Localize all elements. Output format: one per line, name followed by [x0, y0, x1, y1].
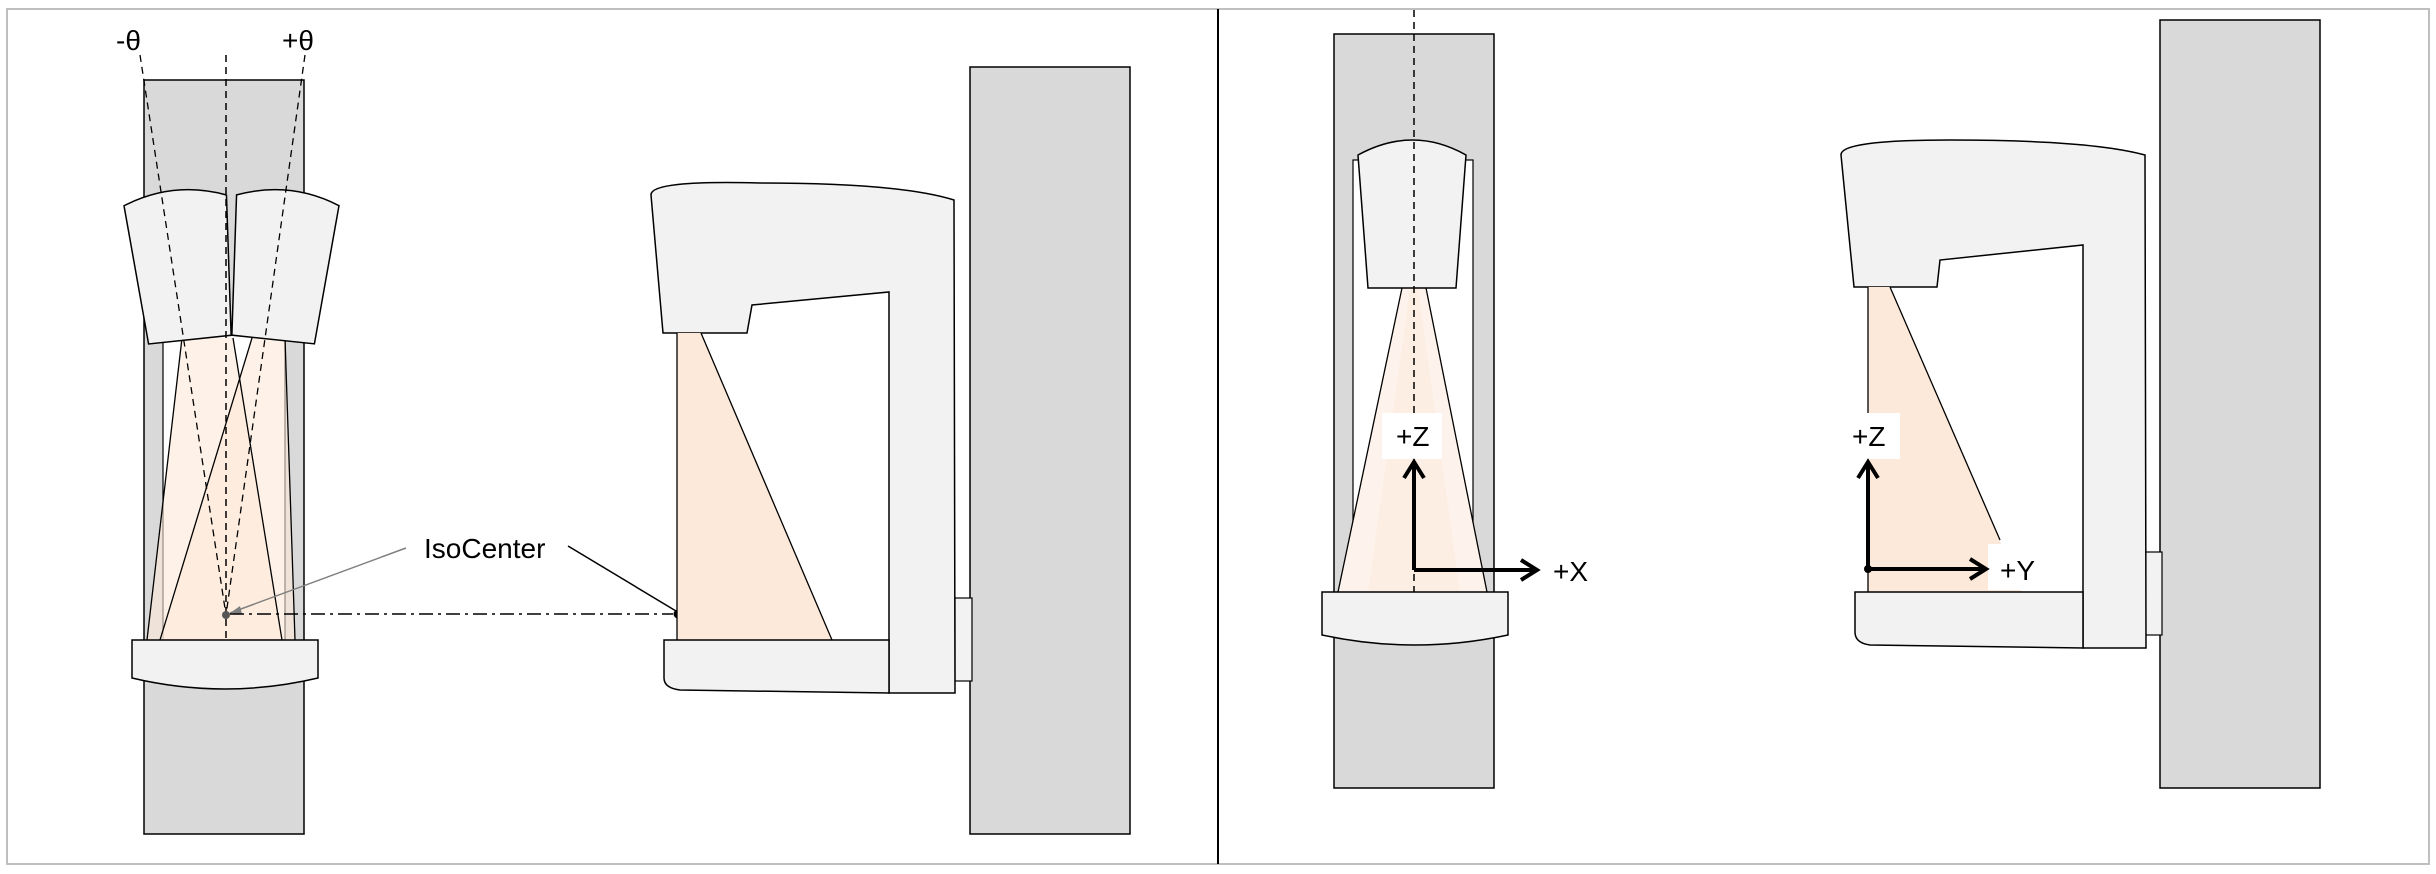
plus-z-label: +Z	[1396, 421, 1429, 452]
z-axis-arrowhead	[1402, 458, 1426, 480]
column-side	[969, 66, 1131, 835]
arm-connector	[954, 597, 973, 682]
arm-connector-right	[2144, 551, 2163, 636]
plus-theta-label: +θ	[282, 25, 314, 56]
beam-side	[677, 333, 832, 640]
plus-z-side-label: +Z	[1852, 421, 1885, 452]
beam-edge	[146, 337, 183, 641]
beam-edge	[1425, 287, 1488, 593]
detector-front-right	[1321, 591, 1509, 646]
c-arm-side-right	[1840, 139, 2147, 649]
plus-theta-axis	[225, 54, 306, 616]
front-view-rotation: -θ +θ	[116, 25, 407, 835]
minus-theta-axis	[139, 54, 227, 616]
isocenter-label: IsoCenter	[424, 533, 545, 564]
c-arm-side	[650, 181, 956, 694]
beam-rotated-right	[160, 338, 295, 640]
x-axis-arrowhead	[1519, 558, 1541, 582]
plus-y-bg	[1988, 544, 2048, 590]
detector-side	[663, 639, 890, 694]
z-axis-arrowhead-side	[1856, 458, 1880, 480]
detector-side-right	[1854, 591, 2084, 649]
plus-z-side-bg	[1842, 413, 1900, 459]
plus-z-bg	[1382, 413, 1442, 459]
origin-point	[1864, 565, 1872, 573]
beam-side-edge	[700, 332, 833, 641]
plus-x-label: +X	[1553, 556, 1588, 587]
front-view-axes: +Z +X	[1321, 10, 1588, 789]
isocenter-leader	[229, 547, 407, 614]
isocenter-leader-side	[567, 545, 677, 612]
beam-side-edge	[1889, 286, 2001, 541]
isocenter-arrowhead	[230, 606, 242, 614]
side-view-axes: +Z +Y	[1840, 19, 2321, 789]
beam-side-right	[1868, 287, 2022, 592]
plus-y-label: +Y	[2000, 555, 2035, 586]
source-front-right	[1357, 139, 1467, 289]
isocenter-point-front	[222, 611, 230, 619]
source-minus-theta	[123, 188, 232, 345]
minus-theta-label: -θ	[116, 25, 141, 56]
y-axis-arrowhead	[1968, 557, 1990, 581]
side-view-left	[650, 66, 1131, 835]
beam-edge	[1337, 287, 1403, 593]
beam-edge	[232, 337, 283, 641]
column-side-right	[2159, 19, 2321, 789]
source-plus-theta	[231, 188, 340, 345]
detector-front	[131, 639, 319, 690]
